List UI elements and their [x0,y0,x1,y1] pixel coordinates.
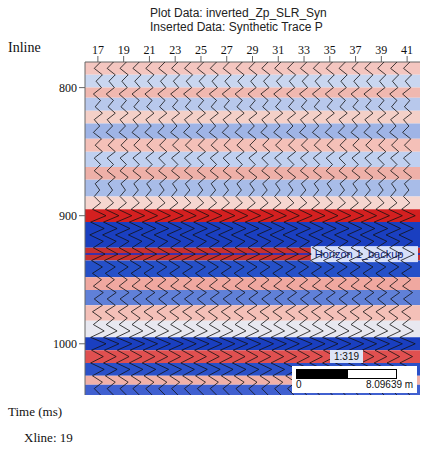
svg-text:25: 25 [195,43,207,57]
html-text:0: 0 [296,379,302,390]
svg-text:1000: 1000 [53,337,77,351]
svg-text:23: 23 [169,43,181,57]
svg-text:39: 39 [375,43,387,57]
html-text:Time (ms): Time (ms) [8,404,63,419]
html-text:Plot Data: inverted_Zp_SLR_Syn: Plot Data: inverted_Zp_SLR_Syn [150,6,327,20]
svg-text:29: 29 [247,43,259,57]
svg-text:37: 37 [350,43,362,57]
svg-text:35: 35 [324,43,336,57]
html-text:Xline: 19: Xline: 19 [24,430,73,445]
svg-text:800: 800 [59,81,77,95]
svg-text:41: 41 [401,43,413,57]
svg-text:Horizon 1_backup: Horizon 1_backup [314,248,404,261]
html-text:1:319: 1:319 [334,351,359,362]
svg-text:17: 17 [92,43,104,57]
svg-text:33: 33 [298,43,310,57]
svg-text:21: 21 [143,43,155,57]
html-text:Inline: Inline [8,40,41,55]
html-text:8.09639 m: 8.09639 m [365,379,414,390]
svg-text:31: 31 [272,43,284,57]
svg-text:19: 19 [118,43,130,57]
html-text:Inserted Data: Synthetic Trace: Inserted Data: Synthetic Trace P [150,20,323,34]
svg-text:27: 27 [221,43,233,57]
svg-text:900: 900 [59,209,77,223]
